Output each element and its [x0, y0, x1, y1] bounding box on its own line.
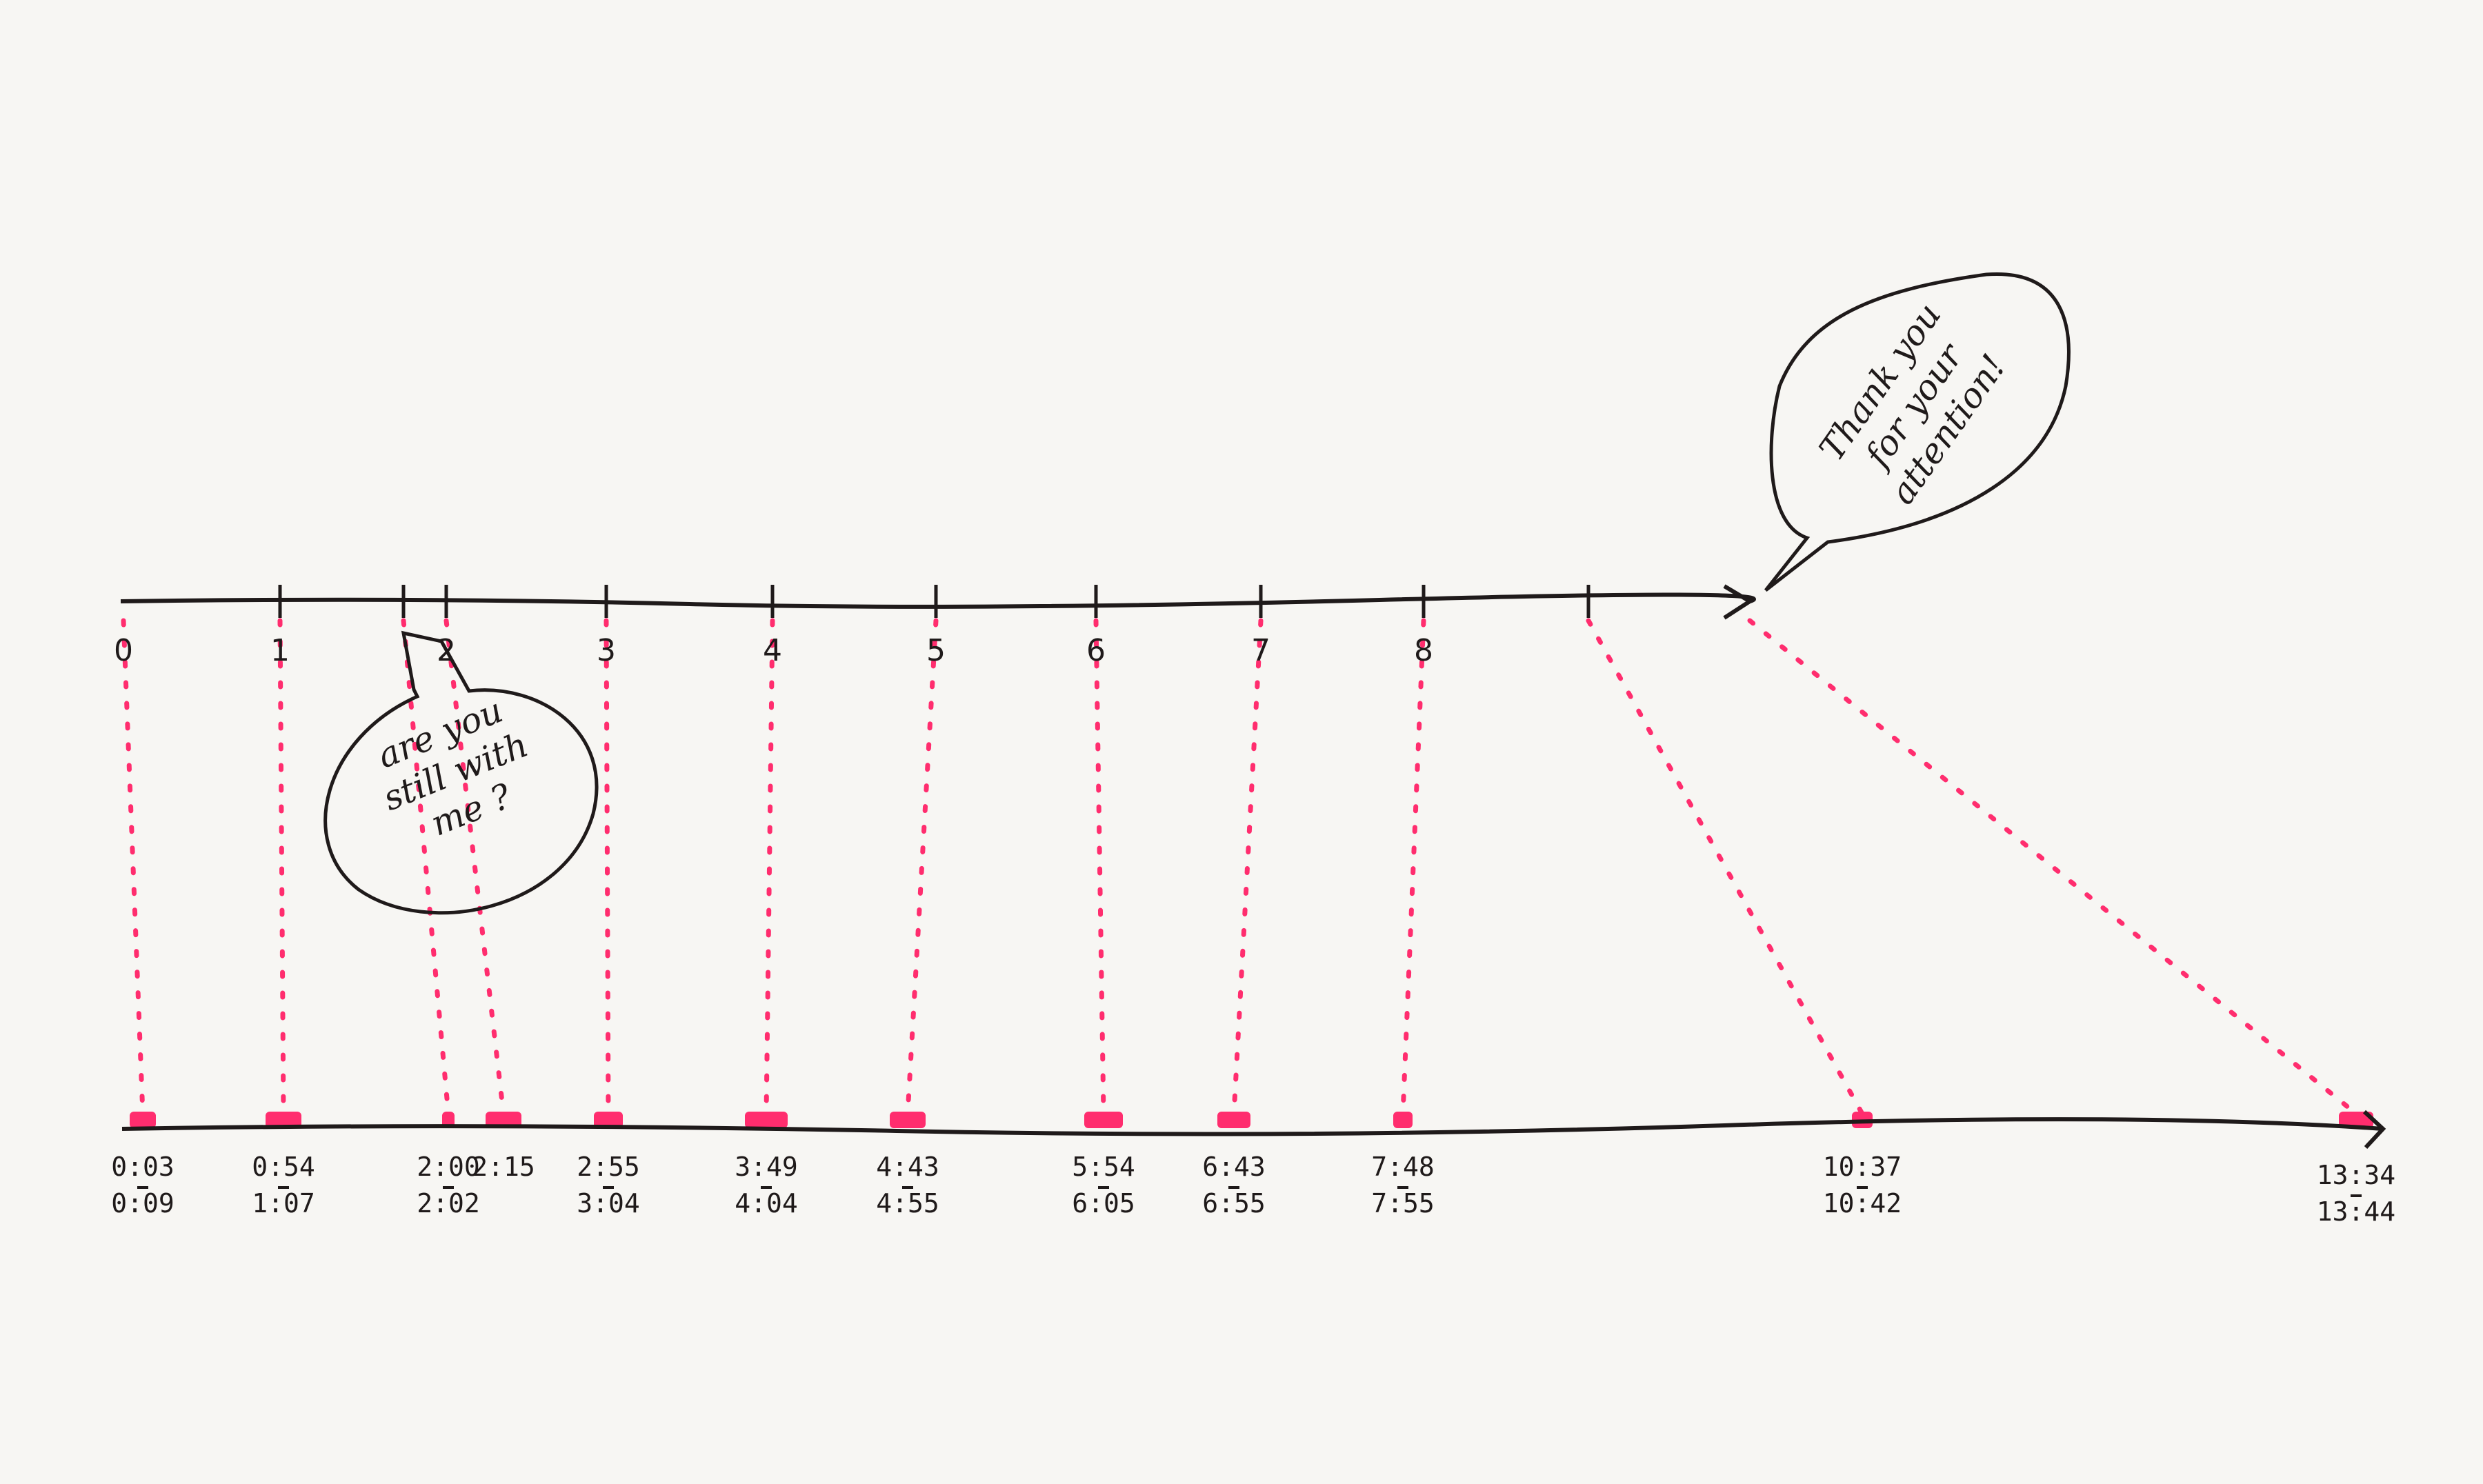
mark-start-time: 5:54 — [1072, 1152, 1135, 1182]
time-mark — [890, 1112, 926, 1128]
bottom-axis-arrowhead — [2362, 1110, 2386, 1150]
dotted-connectors — [121, 618, 2359, 1116]
time-mark — [745, 1112, 788, 1128]
dotted-connector — [401, 618, 451, 1116]
mark-start-time: 2:00 — [417, 1152, 480, 1182]
mark-start-time: 7:48 — [1371, 1152, 1435, 1182]
bottom-axis-labels: 0:03 0:09 0:54 1:07 2:00 2:02 2:15 2:55 3:04 3:49… — [111, 1152, 2395, 1227]
mark-end-time: 1:07 — [252, 1188, 315, 1219]
dotted-connector — [121, 618, 146, 1116]
top-axis-tick-label: 6 — [1086, 633, 1106, 668]
mark-start-time: 4:43 — [876, 1152, 939, 1182]
time-mark — [486, 1112, 521, 1128]
mark-start-time: 0:54 — [252, 1152, 315, 1182]
top-axis-tick-label: 7 — [1251, 633, 1270, 668]
top-axis-tick-label: 5 — [926, 633, 946, 668]
time-mark — [2339, 1112, 2373, 1128]
mark-start-time: 2:15 — [472, 1152, 535, 1182]
time-mark — [594, 1112, 623, 1128]
time-mark — [1084, 1112, 1123, 1128]
mark-start-time: 0:03 — [111, 1152, 174, 1182]
dotted-connector — [1400, 618, 1426, 1116]
mark-end-time: 0:09 — [111, 1188, 174, 1219]
dotted-connector — [277, 618, 286, 1116]
top-axis-tick-label: 3 — [597, 633, 616, 668]
time-mark — [1217, 1112, 1250, 1128]
dotted-connector — [1231, 618, 1264, 1116]
top-axis-arrowhead — [1723, 584, 1754, 620]
mark-end-time: 7:55 — [1371, 1188, 1435, 1219]
dotted-connector — [604, 618, 611, 1116]
time-mark — [266, 1112, 301, 1128]
time-mark — [1393, 1112, 1413, 1128]
dotted-connector — [764, 618, 775, 1116]
mark-end-time: 4:04 — [735, 1188, 798, 1219]
time-mark — [130, 1112, 156, 1128]
speech-bubble-still-with-me: are you still with me ? — [323, 630, 599, 915]
mark-start-time: 10:37 — [1823, 1152, 1902, 1182]
mark-end-time: 2:02 — [417, 1188, 480, 1219]
mark-end-time: 4:55 — [876, 1188, 939, 1219]
top-axis-tick-label: 8 — [1414, 633, 1433, 668]
top-axis-tick-label: 4 — [763, 633, 782, 668]
bottom-axis-line — [121, 1117, 2384, 1136]
top-axis-tick-label: 0 — [114, 633, 133, 668]
mark-end-time: 3:04 — [577, 1188, 640, 1219]
mark-end-time: 6:55 — [1202, 1188, 1266, 1219]
dotted-connector — [443, 618, 506, 1116]
top-axis-line — [120, 592, 1756, 609]
mark-start-time: 2:55 — [577, 1152, 640, 1182]
mark-start-time: 13:34 — [2317, 1160, 2395, 1190]
mark-start-time: 3:49 — [735, 1152, 798, 1182]
speech-bubble-thank-you: Thank you for your attention! — [1764, 272, 2071, 592]
dotted-connector — [905, 618, 939, 1116]
mark-end-time: 10:42 — [1823, 1188, 1902, 1219]
mark-end-time: 13:44 — [2317, 1196, 2395, 1227]
bottom-marks — [130, 1112, 2373, 1128]
dotted-connector — [1093, 618, 1106, 1116]
time-mark — [442, 1112, 455, 1128]
mark-start-time: 6:43 — [1202, 1152, 1266, 1182]
top-axis-tick-label: 1 — [270, 633, 290, 668]
mark-end-time: 6:05 — [1072, 1188, 1135, 1219]
dotted-connector — [1586, 618, 1865, 1116]
dotted-connector — [1747, 618, 2359, 1116]
